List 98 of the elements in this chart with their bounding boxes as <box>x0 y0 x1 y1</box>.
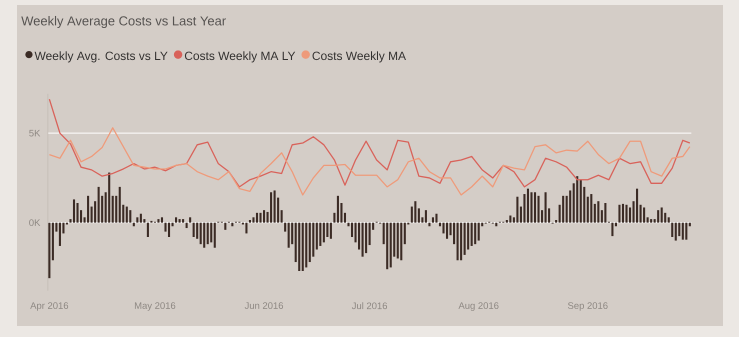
bar <box>544 192 547 223</box>
bar <box>58 222 61 246</box>
bar <box>224 222 226 230</box>
bar <box>274 190 276 223</box>
bar <box>509 216 512 223</box>
bar <box>98 186 100 223</box>
bar <box>365 222 368 254</box>
bar <box>386 222 388 270</box>
bar <box>206 222 209 244</box>
bar <box>48 222 50 278</box>
bar <box>214 222 216 248</box>
bar <box>256 212 258 223</box>
bar <box>650 219 652 223</box>
bar <box>516 196 518 223</box>
bar <box>530 192 533 223</box>
bar <box>470 222 473 246</box>
bar <box>330 222 332 239</box>
bar <box>400 222 402 260</box>
bar <box>682 222 684 240</box>
x-tick-label: Sep 2016 <box>568 302 608 311</box>
bar <box>456 222 459 260</box>
bar <box>618 204 621 223</box>
bar <box>182 219 184 223</box>
bar <box>428 222 430 226</box>
bar <box>460 222 462 260</box>
x-tick-label: Aug 2016 <box>458 302 499 311</box>
bar <box>643 207 646 223</box>
bar <box>302 222 304 272</box>
bar <box>660 207 663 223</box>
bar <box>580 180 582 223</box>
bar <box>118 186 121 223</box>
bar <box>478 222 480 241</box>
bar <box>622 204 624 223</box>
bar <box>474 222 476 244</box>
bar <box>390 222 392 268</box>
x-tick-label: May 2016 <box>134 302 176 311</box>
bar <box>203 222 206 248</box>
bar <box>414 201 416 223</box>
bar <box>322 222 325 242</box>
bar <box>126 206 128 223</box>
bar <box>270 192 272 223</box>
bar <box>625 204 628 223</box>
bar <box>424 210 427 223</box>
bar <box>657 210 660 223</box>
bar <box>446 222 448 239</box>
line-series <box>48 98 690 188</box>
bar <box>435 214 438 223</box>
bar <box>336 196 339 223</box>
bar <box>685 222 688 240</box>
bar <box>245 222 248 234</box>
bar <box>168 222 170 237</box>
bar <box>597 201 600 223</box>
bar <box>562 196 564 223</box>
x-tick-label: Apr 2016 <box>30 302 68 311</box>
bar <box>288 222 290 248</box>
bar <box>678 222 680 236</box>
legend-label: Costs Weekly MA <box>312 51 406 62</box>
bar <box>319 222 322 246</box>
bar <box>604 202 606 223</box>
x-tick-label: Jun 2016 <box>244 302 284 309</box>
y-tick-label: 0K <box>29 219 40 226</box>
legend-label: Weekly Avg. Costs vs LY <box>34 51 168 62</box>
bar <box>668 217 670 223</box>
bar <box>200 222 202 244</box>
bar <box>362 222 364 257</box>
bar <box>76 202 79 223</box>
bar <box>576 176 578 223</box>
bar <box>396 222 399 258</box>
bar <box>534 192 536 223</box>
bar <box>157 219 160 223</box>
bar <box>611 222 614 236</box>
bar <box>108 172 110 223</box>
bar <box>262 210 266 223</box>
bar <box>636 188 638 223</box>
bar <box>132 222 135 226</box>
legend-label: Costs Weekly MA LY <box>184 51 296 62</box>
bar <box>671 222 674 237</box>
bar <box>305 222 308 268</box>
bar <box>87 196 90 223</box>
bar <box>231 222 234 226</box>
bar <box>298 222 300 272</box>
bar <box>674 222 677 241</box>
bar <box>590 194 592 223</box>
bar <box>259 212 262 223</box>
bar <box>129 210 132 223</box>
bar <box>178 219 181 223</box>
bar <box>146 222 149 237</box>
chart-title: Weekly Average Costs vs Last Year <box>21 16 226 28</box>
y-tick-label: 5K <box>29 130 40 136</box>
bar <box>526 188 530 223</box>
bar <box>72 199 76 223</box>
bar <box>248 220 252 223</box>
bar <box>192 222 195 237</box>
bar <box>186 222 188 228</box>
x-tick-label: Jul 2016 <box>352 302 388 310</box>
bar <box>537 196 540 223</box>
bar <box>495 222 498 226</box>
bar <box>140 214 142 223</box>
